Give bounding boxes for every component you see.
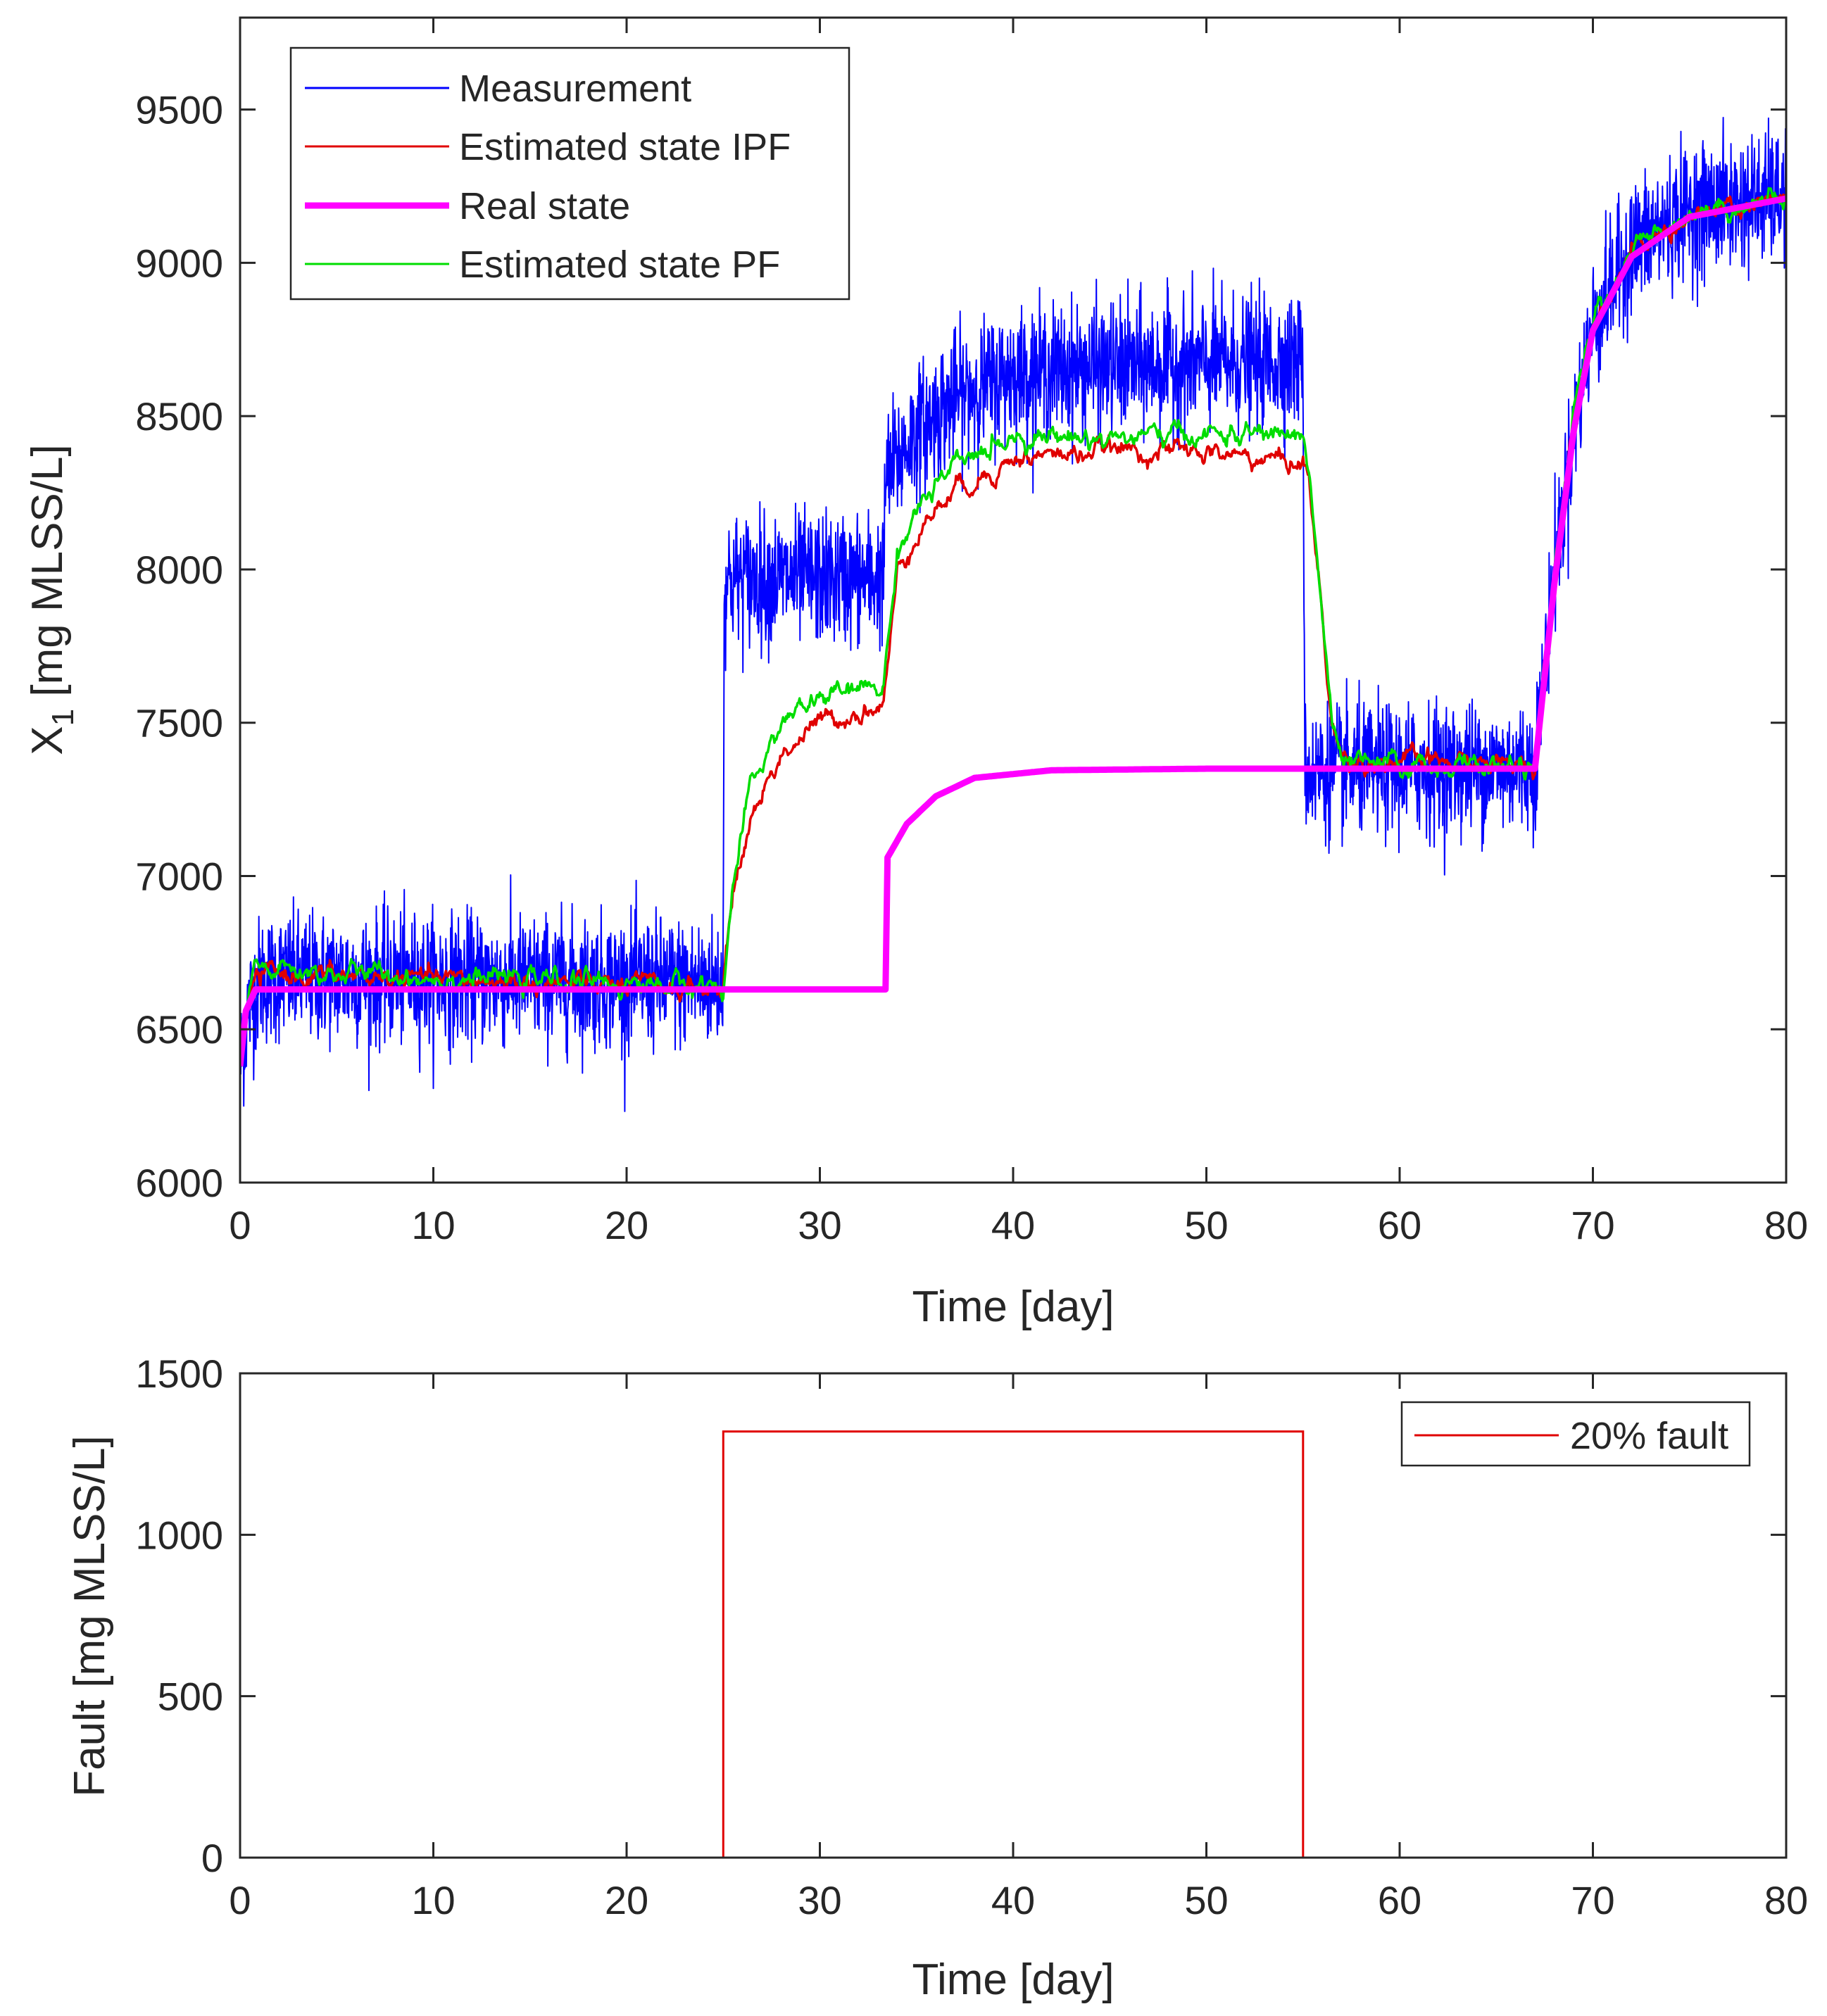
top-ytick-label: 9500 [135, 88, 223, 132]
bottom-chart: 0 10 20 30 40 50 60 70 80 0 500 1000 1500 Time [day]… [65, 1352, 1808, 2004]
bottom-legend-box [1400, 1401, 1751, 1467]
top-xtick-label: 70 [1571, 1203, 1614, 1247]
top-series-group [240, 117, 1786, 1112]
top-xtick-label: 50 [1184, 1203, 1228, 1247]
pf-line [240, 187, 1786, 1063]
bottom-ytick-label: 500 [158, 1675, 223, 1719]
bottom-xtick-label: 70 [1571, 1878, 1614, 1922]
top-ylabel-main: X [23, 726, 72, 755]
bottom-xtick-label: 0 [229, 1878, 251, 1922]
top-ylabel: X1 [mg MLSS/L] [23, 444, 80, 755]
top-xtick-label: 10 [411, 1203, 455, 1247]
top-ytick-label: 6500 [135, 1007, 223, 1052]
bottom-ytick-label: 1500 [135, 1352, 223, 1396]
top-ytick-label: 7000 [135, 854, 223, 898]
legend-pf-label: Estimated state PF [459, 244, 780, 286]
top-ylabel-sub: 1 [46, 709, 80, 726]
legend-real-state-label: Real state [459, 185, 630, 227]
top-legend: Measurement Estimated state IPF Real sta… [289, 46, 850, 301]
top-xtick-label: 20 [605, 1203, 648, 1247]
top-xtick-label: 40 [991, 1203, 1035, 1247]
legend-fault-label: 20% fault [1570, 1415, 1728, 1457]
bottom-ylabel: Fault [mg MLSS/L] [65, 1435, 114, 1796]
bottom-xtick-label: 30 [798, 1878, 841, 1922]
top-xtick-label: 0 [229, 1203, 251, 1247]
bottom-xtick-label: 40 [991, 1878, 1035, 1922]
bottom-ytick-label: 0 [201, 1836, 223, 1880]
top-ytick-label: 8500 [135, 394, 223, 439]
top-xtick-label: 30 [798, 1203, 841, 1247]
top-xtick-label: 80 [1764, 1203, 1808, 1247]
bottom-xtick-label: 60 [1378, 1878, 1421, 1922]
bottom-xtick-label: 80 [1764, 1878, 1808, 1922]
real-state-line [240, 195, 1786, 1066]
bottom-xlabel: Time [day] [912, 1955, 1114, 2004]
top-chart: 0 10 20 30 40 50 60 70 80 6000 6500 7000 7500 8000 850… [23, 16, 1808, 1331]
top-legend-box [289, 46, 850, 301]
bottom-ytick-label: 1000 [135, 1513, 223, 1557]
top-ylabel-rest: [mg MLSS/L] [23, 444, 72, 709]
top-ytick-label: 6000 [135, 1161, 223, 1205]
bottom-legend: 20% fault [1400, 1401, 1751, 1467]
bottom-xtick-label: 50 [1184, 1878, 1228, 1922]
bottom-xtick-label: 10 [411, 1878, 455, 1922]
bottom-xtick-label: 20 [605, 1878, 648, 1922]
legend-measurement-label: Measurement [459, 68, 691, 110]
top-ytick-label: 8000 [135, 548, 223, 592]
top-ytick-label: 7500 [135, 701, 223, 745]
top-ytick-label: 9000 [135, 241, 223, 285]
legend-ipf-label: Estimated state IPF [459, 126, 791, 168]
top-ticks: 0 10 20 30 40 50 60 70 80 6000 6500 7000 7500 8000 850… [135, 18, 1808, 1247]
top-xtick-label: 60 [1378, 1203, 1421, 1247]
top-xlabel: Time [day] [912, 1283, 1114, 1331]
bottom-ticks: 0 10 20 30 40 50 60 70 80 0 500 1000 1500 [135, 1352, 1808, 1922]
